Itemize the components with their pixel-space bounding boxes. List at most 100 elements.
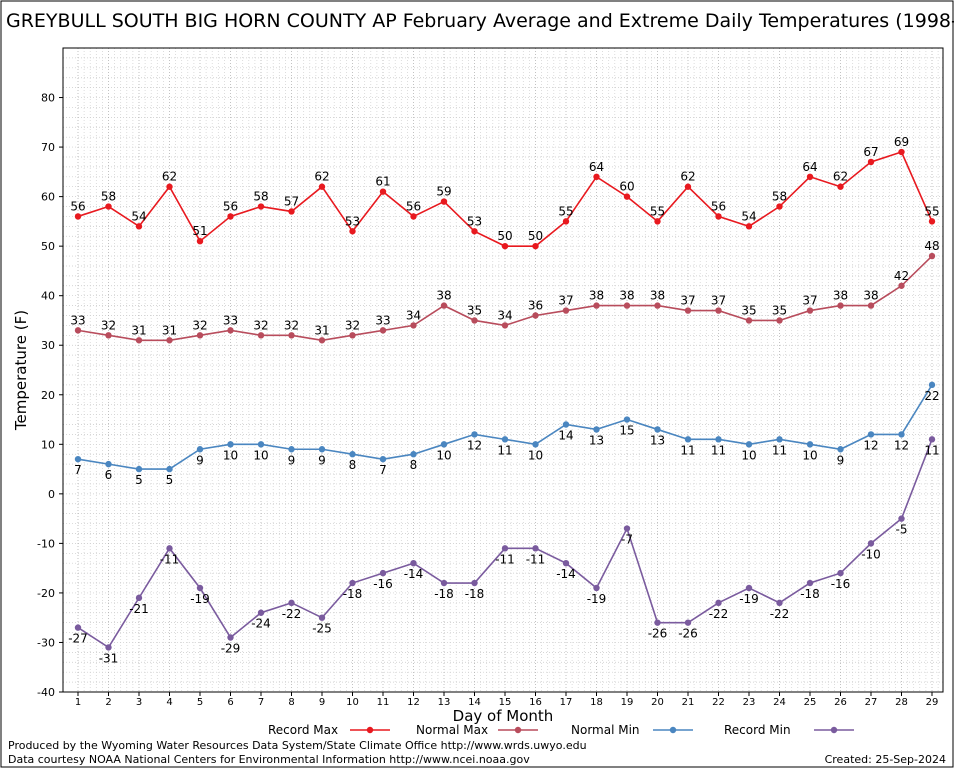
record-max-value-label: 55 — [924, 204, 939, 218]
normal-max-point — [745, 317, 753, 324]
record-min-point — [532, 545, 539, 552]
record-min-value-label: -22 — [770, 607, 790, 621]
normal-min-point — [898, 431, 905, 438]
record-max-point — [837, 183, 844, 190]
x-tick-label: 5 — [197, 697, 203, 708]
y-tick-label: 60 — [41, 191, 55, 204]
record-max-point — [166, 183, 173, 190]
record-min-point — [257, 609, 265, 616]
x-tick-label: 16 — [529, 697, 542, 708]
normal-max-point — [135, 337, 143, 344]
x-tick-label: 7 — [258, 697, 264, 708]
record-min-value-label: -19 — [190, 592, 210, 606]
normal-min-value-label: 10 — [741, 448, 756, 462]
normal-max-value-label: 35 — [467, 303, 482, 317]
record-min-value-label: -24 — [251, 617, 271, 631]
normal-min-value-label: 8 — [410, 458, 418, 472]
normal-max-value-label: 38 — [619, 289, 634, 303]
normal-max-point — [288, 332, 295, 339]
normal-max-value-label: 38 — [863, 289, 878, 303]
normal-max-point — [318, 337, 326, 344]
legend-marker-normal-max — [514, 726, 522, 734]
record-min-value-label: -11 — [495, 552, 515, 566]
normal-max-point — [440, 302, 448, 309]
normal-max-point — [105, 332, 112, 339]
record-max-value-label: 53 — [467, 214, 482, 228]
record-max-point — [715, 213, 722, 220]
normal-max-point — [623, 302, 631, 309]
record-max-point — [898, 148, 905, 156]
series-lines — [74, 148, 936, 651]
record-max-value-label: 59 — [436, 185, 451, 199]
record-max-value-label: 56 — [70, 199, 85, 213]
normal-min-value-label: 6 — [105, 468, 113, 482]
normal-max-value-label: 32 — [192, 318, 207, 332]
record-min-point — [837, 569, 844, 577]
record-max-value-label: 51 — [192, 224, 207, 238]
record-max-value-label: 56 — [711, 199, 726, 213]
normal-max-point — [776, 317, 783, 324]
normal-max-point — [654, 302, 661, 309]
legend: Record Max Normal Max Normal Min Record Min — [268, 723, 854, 737]
normal-max-point — [715, 307, 722, 314]
normal-min-value-label: 8 — [349, 458, 357, 472]
y-tick-label: -10 — [37, 537, 55, 550]
record-min-value-label: -21 — [129, 602, 149, 616]
normal-max-value-label: 35 — [772, 303, 787, 317]
record-max-value-label: 61 — [375, 175, 390, 189]
normal-min-value-label: 5 — [166, 473, 174, 487]
record-min-point — [776, 599, 783, 607]
record-min-point — [928, 436, 936, 443]
y-tick-label: 10 — [41, 438, 55, 451]
normal-min-point — [837, 446, 844, 453]
normal-min-value-label: 9 — [837, 453, 845, 467]
normal-min-value-label: 10 — [223, 448, 238, 462]
normal-max-value-label: 33 — [223, 313, 238, 327]
normal-min-point — [867, 431, 875, 438]
normal-min-value-label: 13 — [650, 433, 665, 447]
x-tick-label: 10 — [346, 697, 359, 708]
record-min-point — [440, 579, 448, 587]
x-tick-label: 28 — [895, 697, 908, 708]
record-max-value-label: 60 — [619, 180, 634, 194]
normal-min-value-label: 12 — [894, 438, 909, 452]
record-min-point — [684, 619, 692, 626]
normal-min-point — [532, 441, 539, 448]
normal-min-value-label: 10 — [802, 448, 817, 462]
normal-max-point — [593, 302, 600, 309]
normal-min-point — [623, 416, 631, 423]
record-max-point — [257, 203, 265, 210]
normal-max-value-label: 38 — [650, 289, 665, 303]
record-min-value-label: -22 — [282, 607, 302, 621]
normal-min-point — [410, 451, 417, 458]
x-tick-label: 19 — [621, 697, 634, 708]
record-max-value-label: 55 — [558, 204, 573, 218]
record-min-value-label: -18 — [800, 587, 820, 601]
record-max-point — [593, 173, 600, 180]
record-max-value-label: 58 — [253, 190, 268, 204]
chart-title: GREYBULL SOUTH BIG HORN COUNTY AP Februa… — [6, 10, 954, 32]
normal-min-value-label: 13 — [589, 433, 604, 447]
record-min-point — [74, 624, 82, 631]
record-max-value-label: 50 — [528, 229, 543, 243]
normal-max-value-label: 35 — [741, 303, 756, 317]
grid — [63, 48, 943, 692]
normal-min-value-label: 14 — [558, 428, 573, 442]
record-min-point — [501, 545, 509, 552]
record-max-value-label: 62 — [833, 170, 848, 184]
record-max-value-label: 50 — [497, 229, 512, 243]
normal-min-point — [471, 431, 478, 438]
y-tick-label: -40 — [37, 686, 55, 699]
normal-max-value-label: 38 — [833, 289, 848, 303]
normal-min-point — [684, 436, 692, 443]
normal-min-point — [288, 446, 295, 453]
record-min-value-label: -19 — [739, 592, 759, 606]
record-max-point — [654, 218, 661, 225]
record-min-value-label: -7 — [621, 533, 633, 547]
record-max-point — [867, 158, 875, 166]
record-max-point — [288, 208, 295, 215]
normal-min-point — [593, 426, 600, 433]
normal-max-value-label: 38 — [589, 289, 604, 303]
